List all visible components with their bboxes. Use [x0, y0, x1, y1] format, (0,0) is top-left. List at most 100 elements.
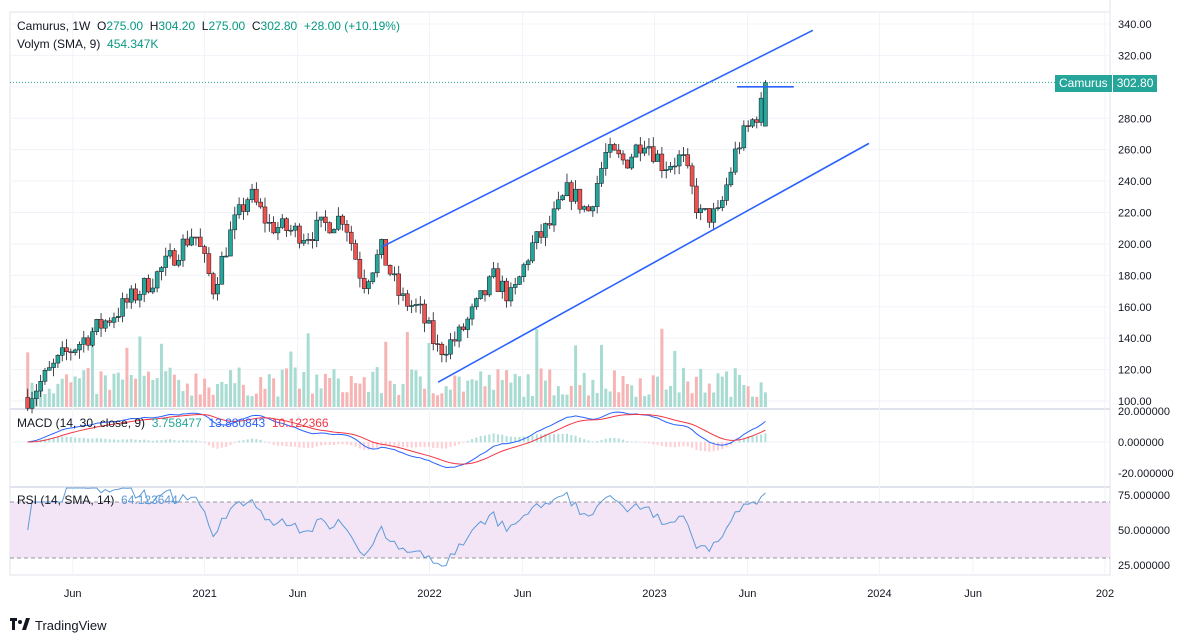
volume-bar — [73, 376, 77, 407]
volume-bar — [500, 379, 504, 407]
volume-bar — [681, 367, 685, 407]
volume-bar — [397, 394, 401, 407]
candle-body — [387, 265, 393, 275]
candle-body — [228, 229, 233, 257]
candle-body — [279, 218, 285, 228]
macd-hist-bar — [130, 439, 133, 443]
macd-hist-bar — [194, 440, 197, 443]
volume-bar — [725, 371, 729, 407]
candle-body — [599, 168, 604, 184]
plot-frame — [9, 11, 1111, 576]
tradingview-logo-icon — [10, 618, 30, 633]
candle-body — [620, 153, 626, 161]
trendline — [437, 142, 870, 383]
candle-body — [551, 208, 557, 226]
candle-body — [612, 144, 617, 151]
volume-bar — [479, 371, 483, 407]
volume-bar — [638, 378, 642, 407]
volume-bar — [487, 374, 491, 407]
volume-bar — [669, 386, 673, 407]
macd-hist-bar — [341, 442, 344, 445]
macd-hist-bar — [389, 442, 392, 446]
macd-hist-bar — [259, 439, 262, 443]
legend-high: 304.20 — [158, 19, 196, 33]
volume-bar — [763, 392, 767, 407]
macd-hist-bar — [186, 440, 189, 443]
x-tick-label: 2021 — [192, 588, 216, 600]
candle-body — [336, 215, 341, 230]
volume-bar — [362, 377, 366, 407]
macd-hist-bar — [639, 442, 642, 443]
macd-value: 13.880843 — [208, 416, 266, 430]
macd-hist-bar — [358, 442, 361, 449]
macd-hist-bar — [82, 437, 85, 443]
macd-label: MACD (14, 30, close, 9) — [17, 416, 146, 430]
macd-hist-bar — [484, 435, 487, 443]
candle-body — [176, 260, 181, 266]
last-price-tag: Camurus 302.80 — [1055, 75, 1158, 92]
candle-body — [495, 268, 501, 292]
candle-body — [215, 284, 220, 295]
candle-body — [577, 188, 583, 210]
candle-body — [418, 303, 423, 306]
macd-hist-bar — [207, 442, 210, 446]
macd-hist-bar — [345, 442, 348, 445]
macd-hist-bar — [87, 438, 90, 443]
candle-body — [525, 260, 531, 265]
macd-signal-line — [27, 413, 766, 465]
volume-bar — [190, 395, 194, 407]
macd-hist-bar — [302, 442, 305, 448]
volume-bar — [241, 384, 245, 407]
candle-body — [469, 306, 475, 320]
candle-body — [59, 347, 65, 356]
candle-body — [715, 207, 721, 210]
volume-bar — [448, 389, 452, 407]
macd-hist-bar — [458, 442, 461, 445]
candle-body — [538, 231, 544, 238]
macd-hist-bar — [553, 434, 556, 443]
volume-bar — [612, 370, 616, 407]
macd-hist-bar — [604, 438, 607, 443]
macd-hist-bar — [285, 442, 288, 447]
macd-hist-bar — [691, 442, 694, 448]
macd-hist-bar — [440, 442, 443, 449]
macd-hist-bar — [298, 442, 301, 448]
x-tick-label: Jun — [739, 588, 757, 600]
macd-hist-bar — [531, 435, 534, 443]
volume-bar — [263, 388, 267, 407]
macd-hist-bar — [734, 441, 737, 443]
legend-change: +28.00 (+10.19%) — [303, 19, 400, 33]
candle-body — [141, 278, 147, 295]
candle-body — [146, 278, 151, 293]
macd-hist-bar — [91, 438, 94, 443]
volume-bar — [138, 336, 142, 407]
candle-body — [405, 293, 410, 307]
macd-hist-bar — [522, 436, 525, 443]
volume-bar — [194, 373, 198, 407]
volume-bar — [90, 327, 94, 407]
macd-hist-bar — [164, 439, 167, 443]
candle-body — [297, 225, 302, 244]
volume-bar — [345, 392, 349, 407]
candle-body — [439, 343, 445, 355]
volume-bar — [423, 388, 427, 407]
macd-hist-bar — [453, 442, 456, 446]
volume-bar — [388, 380, 392, 407]
volume-bar — [699, 368, 703, 407]
volume-bar — [621, 375, 625, 407]
tradingview-brand[interactable]: TradingView — [10, 618, 107, 633]
volume-bar — [172, 374, 176, 407]
volume-bar — [254, 393, 258, 407]
volume-bar — [729, 396, 733, 407]
macd-hist-bar — [212, 442, 215, 448]
volume-bar — [56, 383, 60, 407]
candle-body — [185, 238, 190, 246]
volume-bar — [26, 352, 30, 407]
volume-bar — [686, 381, 690, 407]
candle-body — [370, 272, 376, 282]
volume-bar — [431, 393, 435, 407]
candle-body — [331, 228, 337, 234]
volume-bar — [569, 385, 573, 407]
volume-bar — [720, 376, 724, 407]
